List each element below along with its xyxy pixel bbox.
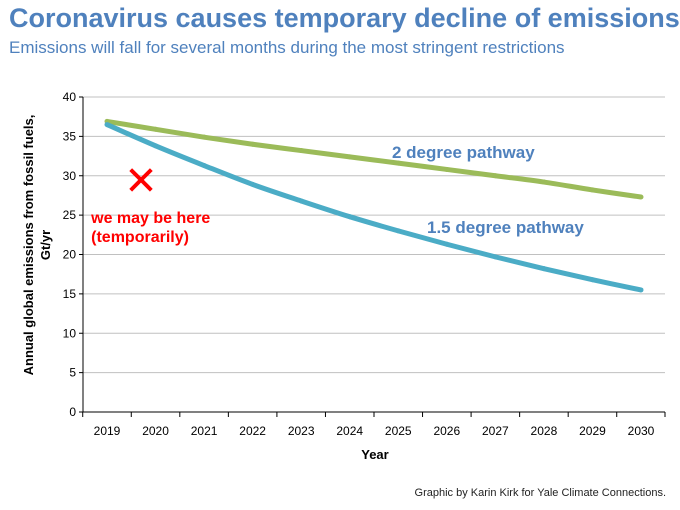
data-point-1-5-degree-pathway-2024 (347, 214, 353, 220)
y-tick-label: 15 (63, 287, 77, 301)
location-marker-x-icon: ✕ (124, 159, 158, 205)
x-tick-label: 2030 (628, 424, 655, 438)
data-point-2-degree-pathway-2022 (250, 141, 256, 147)
x-tick-label: 2027 (482, 424, 509, 438)
x-tick-label: 2029 (579, 424, 606, 438)
y-axis-title-line-1: Annual global emissions from fossil fuel… (21, 115, 36, 376)
x-tick-label: 2025 (385, 424, 412, 438)
y-tick-label: 5 (69, 366, 76, 380)
data-point-2-degree-pathway-2025 (395, 160, 401, 166)
annotation-note-line-1: we may be here (90, 210, 210, 227)
data-point-2-degree-pathway-2024 (347, 154, 353, 160)
series-label-2-degree: 2 degree pathway (392, 143, 535, 162)
y-tick-label: 0 (69, 405, 76, 419)
x-tick-label: 2026 (433, 424, 460, 438)
data-point-2-degree-pathway-2021 (201, 134, 207, 140)
x-tick-label: 2019 (94, 424, 121, 438)
data-point-2-degree-pathway-2026 (444, 166, 450, 172)
data-point-2-degree-pathway-2027 (492, 173, 498, 179)
data-point-1-5-degree-pathway-2029 (589, 277, 595, 283)
data-point-2-degree-pathway-2028 (541, 179, 547, 185)
data-point-1-5-degree-pathway-2027 (492, 254, 498, 260)
series-layer (104, 118, 644, 293)
series-line-2-degree-pathway (106, 118, 642, 200)
series-line-1-5-degree-pathway (105, 122, 642, 293)
data-point-1-5-degree-pathway-2026 (444, 241, 450, 247)
data-point-1-5-degree-pathway-2019 (104, 122, 110, 128)
data-point-2-degree-pathway-2023 (298, 148, 304, 154)
data-point-1-5-degree-pathway-2022 (250, 181, 256, 187)
y-tick-label: 10 (63, 326, 77, 340)
x-tick-label: 2022 (239, 424, 266, 438)
data-point-1-5-degree-pathway-2030 (638, 287, 644, 293)
y-tick-label: 35 (63, 129, 77, 143)
data-point-1-5-degree-pathway-2028 (541, 266, 547, 272)
chart-title: Coronavirus causes temporary decline of … (9, 3, 680, 33)
x-axis-title: Year (361, 447, 388, 462)
x-tick-label: 2021 (191, 424, 218, 438)
credit-line: Graphic by Karin Kirk for Yale Climate C… (414, 487, 666, 499)
grid-layer (83, 96, 665, 374)
data-point-2-degree-pathway-2020 (153, 126, 159, 132)
y-axis-title-line-2: Gt/yr (38, 230, 53, 260)
annotation-note-line-2: (temporarily) (91, 229, 189, 246)
y-tick-label: 20 (63, 248, 77, 262)
y-tick-label: 25 (63, 208, 77, 222)
x-tick-label: 2028 (531, 424, 558, 438)
y-tick-label: 40 (63, 90, 77, 104)
data-point-1-5-degree-pathway-2020 (153, 143, 159, 149)
x-tick-label: 2023 (288, 424, 315, 438)
series-label-1-5-degree: 1.5 degree pathway (427, 218, 584, 237)
annotation-layer: ✕ we may be here (temporarily) (90, 159, 210, 246)
data-point-1-5-degree-pathway-2021 (201, 163, 207, 169)
y-tick-label: 30 (63, 169, 77, 183)
x-tick-label: 2020 (142, 424, 169, 438)
data-point-2-degree-pathway-2030 (638, 194, 644, 200)
data-point-1-5-degree-pathway-2023 (298, 198, 304, 204)
data-point-2-degree-pathway-2029 (589, 187, 595, 193)
chart-subtitle: Emissions will fall for several months d… (9, 38, 565, 57)
data-point-1-5-degree-pathway-2025 (395, 228, 401, 234)
x-tick-label: 2024 (336, 424, 363, 438)
